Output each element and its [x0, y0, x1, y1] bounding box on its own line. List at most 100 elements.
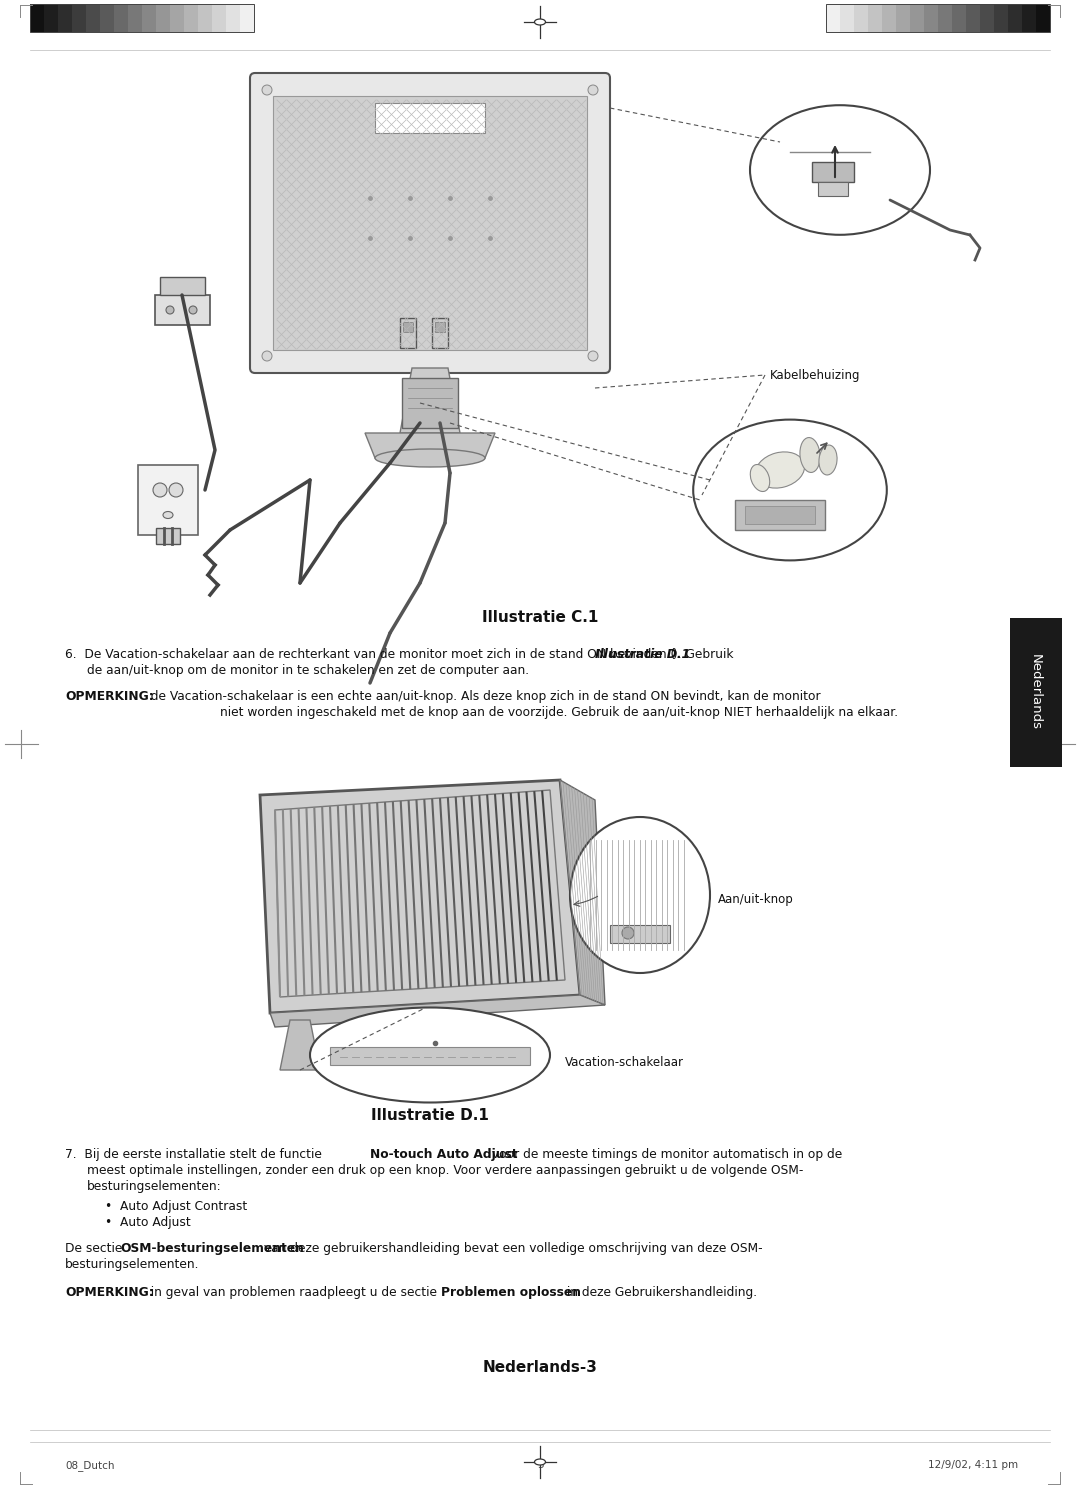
Bar: [30, 4, 254, 31]
Bar: [212, 4, 226, 31]
Bar: [1022, 4, 1036, 31]
Ellipse shape: [310, 1008, 550, 1102]
Bar: [138, 465, 198, 535]
Ellipse shape: [189, 307, 197, 314]
Polygon shape: [280, 1020, 320, 1071]
Text: Illustratie D.1: Illustratie D.1: [372, 1108, 489, 1123]
Bar: [273, 95, 588, 350]
Bar: [156, 529, 180, 543]
Ellipse shape: [166, 307, 174, 314]
Bar: [924, 4, 939, 31]
Text: Aan/uit-knop: Aan/uit-knop: [718, 893, 794, 907]
Bar: [812, 162, 854, 182]
Text: De sectie: De sectie: [65, 1242, 126, 1255]
Text: besturingselementen.: besturingselementen.: [65, 1258, 200, 1272]
Bar: [610, 925, 670, 943]
Polygon shape: [270, 995, 605, 1027]
Bar: [184, 4, 198, 31]
Ellipse shape: [535, 1459, 545, 1465]
Text: in geval van problemen raadpleegt u de sectie: in geval van problemen raadpleegt u de s…: [143, 1286, 441, 1298]
Bar: [402, 378, 458, 427]
Text: 6.  De Vacation-schakelaar aan de rechterkant van de monitor moet zich in de sta: 6. De Vacation-schakelaar aan de rechter…: [65, 648, 675, 661]
Circle shape: [588, 85, 598, 95]
Text: in deze Gebruikershandleiding.: in deze Gebruikershandleiding.: [563, 1286, 757, 1298]
Text: Problemen oplossen: Problemen oplossen: [441, 1286, 581, 1298]
Text: OPMERKING:: OPMERKING:: [65, 689, 153, 703]
FancyBboxPatch shape: [249, 73, 610, 374]
Bar: [826, 4, 840, 31]
Bar: [980, 4, 994, 31]
Bar: [198, 4, 212, 31]
Bar: [86, 4, 100, 31]
Text: 12/9/02, 4:11 pm: 12/9/02, 4:11 pm: [928, 1461, 1018, 1470]
Circle shape: [622, 928, 634, 940]
Bar: [951, 4, 966, 31]
Bar: [330, 1047, 530, 1065]
Text: Illustratie C.1: Illustratie C.1: [482, 610, 598, 625]
Text: 7.  Bij de eerste installatie stelt de functie: 7. Bij de eerste installatie stelt de fu…: [65, 1148, 326, 1161]
Polygon shape: [365, 433, 495, 459]
Ellipse shape: [375, 450, 485, 468]
Ellipse shape: [800, 438, 820, 472]
Text: van deze gebruikershandleiding bevat een volledige omschrijving van deze OSM-: van deze gebruikershandleiding bevat een…: [260, 1242, 762, 1255]
Bar: [1008, 4, 1022, 31]
Circle shape: [153, 482, 167, 497]
Bar: [375, 103, 485, 133]
Bar: [818, 182, 848, 197]
Ellipse shape: [535, 19, 545, 25]
Text: Kabelbehuizing: Kabelbehuizing: [770, 368, 861, 381]
Text: Nederlands: Nederlands: [1029, 654, 1042, 731]
Bar: [910, 4, 924, 31]
Bar: [854, 4, 868, 31]
Ellipse shape: [750, 106, 930, 235]
Ellipse shape: [755, 451, 805, 488]
Text: Vacation-schakelaar: Vacation-schakelaar: [565, 1057, 684, 1069]
Text: Illustratie D.1: Illustratie D.1: [595, 648, 690, 661]
Bar: [896, 4, 910, 31]
Text: OPMERKING:: OPMERKING:: [65, 1286, 153, 1298]
Bar: [432, 319, 448, 348]
Text: Nederlands-3: Nederlands-3: [483, 1361, 597, 1376]
Bar: [58, 4, 72, 31]
Bar: [735, 500, 825, 530]
Bar: [939, 4, 951, 31]
Bar: [129, 4, 141, 31]
Bar: [400, 319, 416, 348]
Bar: [160, 277, 205, 295]
Ellipse shape: [751, 465, 770, 491]
Text: voor de meeste timings de monitor automatisch in op de: voor de meeste timings de monitor automa…: [488, 1148, 842, 1161]
Text: •  Auto Adjust Contrast: • Auto Adjust Contrast: [105, 1200, 247, 1214]
Bar: [435, 322, 445, 332]
Bar: [966, 4, 980, 31]
Text: 3: 3: [537, 1461, 543, 1470]
Bar: [240, 4, 254, 31]
Polygon shape: [400, 368, 460, 433]
Bar: [868, 4, 882, 31]
Text: OSM-besturingselementen: OSM-besturingselementen: [120, 1242, 303, 1255]
Ellipse shape: [570, 817, 710, 972]
Text: besturingselementen:: besturingselementen:: [87, 1179, 221, 1193]
Bar: [141, 4, 156, 31]
Bar: [745, 506, 815, 524]
Bar: [403, 322, 413, 332]
Circle shape: [588, 351, 598, 360]
Text: 08_Dutch: 08_Dutch: [65, 1461, 114, 1471]
Bar: [114, 4, 129, 31]
Text: meest optimale instellingen, zonder een druk op een knop. Voor verdere aanpassin: meest optimale instellingen, zonder een …: [87, 1164, 804, 1176]
Text: niet worden ingeschakeld met de knop aan de voorzijde. Gebruik de aan/uit-knop N: niet worden ingeschakeld met de knop aan…: [220, 706, 899, 719]
Bar: [882, 4, 896, 31]
Text: No-touch Auto Adjust: No-touch Auto Adjust: [370, 1148, 517, 1161]
Bar: [994, 4, 1008, 31]
Bar: [826, 4, 1050, 31]
Circle shape: [168, 482, 183, 497]
Text: ). Gebruik: ). Gebruik: [673, 648, 733, 661]
Text: de Vacation-schakelaar is een echte aan/uit-knop. Als deze knop zich in de stand: de Vacation-schakelaar is een echte aan/…: [143, 689, 821, 703]
Ellipse shape: [693, 420, 887, 560]
Polygon shape: [260, 780, 580, 1013]
Bar: [100, 4, 114, 31]
Bar: [30, 4, 44, 31]
Text: •  Auto Adjust: • Auto Adjust: [105, 1217, 191, 1228]
Circle shape: [262, 351, 272, 360]
Bar: [156, 295, 210, 325]
Bar: [170, 4, 184, 31]
